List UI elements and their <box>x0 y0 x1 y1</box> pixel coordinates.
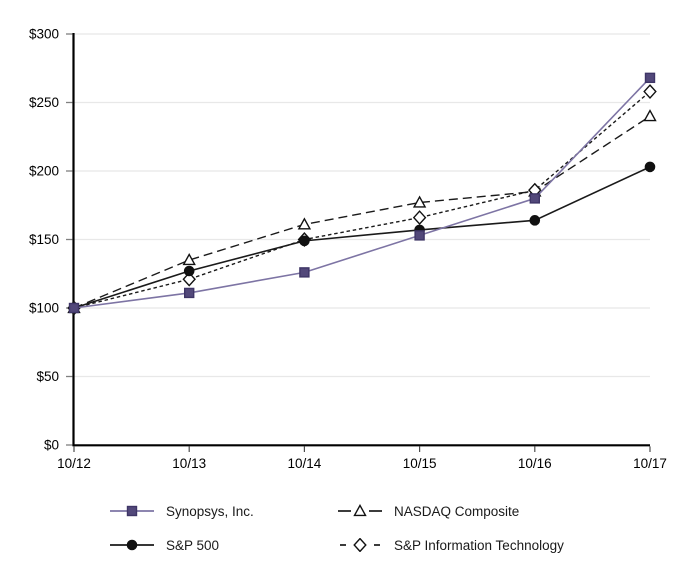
series-marker-synopsys-inc <box>299 267 310 278</box>
legend-item-nasdaq: NASDAQ Composite <box>338 503 519 519</box>
legend-item-sp-info-tech: S&P Information Technology <box>338 537 564 553</box>
series-line-s-p-500 <box>73 166 651 309</box>
series-marker-s-p-500 <box>183 265 195 277</box>
legend-marker-shape <box>353 538 367 552</box>
series-marker-s-p-500 <box>299 235 310 247</box>
series-marker-synopsys-inc <box>183 287 195 299</box>
series-marker-s-p-information-technology <box>643 84 657 99</box>
series-marker-synopsys-inc <box>414 230 425 241</box>
series-line-synopsys-inc <box>73 77 651 309</box>
y-tick-label: $150 <box>29 232 59 247</box>
series-marker-s-p-information-technology <box>182 271 196 287</box>
y-tick-label: $0 <box>44 438 59 453</box>
legend-label-sp-info-tech: S&P Information Technology <box>394 537 564 553</box>
y-tick-label: $50 <box>36 369 59 384</box>
legend-marker-shape <box>126 505 138 517</box>
x-tick-label: 10/16 <box>518 456 552 471</box>
x-tick-label: 10/12 <box>57 456 91 471</box>
series-line-nasdaq-composite <box>73 115 651 309</box>
series-marker-nasdaq-composite <box>182 252 196 266</box>
legend-marker-shape <box>353 504 367 517</box>
series-marker-s-p-500 <box>529 215 541 226</box>
y-tick-label: $300 <box>29 27 59 42</box>
legend-marker-synopsys-icon <box>110 505 154 517</box>
legend-marker-sp500-icon <box>110 539 154 551</box>
chart-legend: Synopsys, Inc. S&P 500 NASDAQ Composite … <box>0 0 682 553</box>
performance-chart-svg: $0 $50 $100 $150 $200 $250 $300 10/12 10/13 10/14… <box>29 27 667 471</box>
series-marker-synopsys-inc <box>529 193 540 204</box>
legend-label-synopsys: Synopsys, Inc. <box>166 503 254 519</box>
series-marker-nasdaq-composite <box>643 109 657 122</box>
legend-marker-nasdaq-icon <box>338 504 382 517</box>
x-tick-label: 10/13 <box>172 456 206 471</box>
x-tick-label: 10/15 <box>403 456 437 471</box>
legend-item-sp500: S&P 500 <box>110 537 219 553</box>
legend-marker-sp-info-tech-icon <box>340 538 380 552</box>
series-marker-synopsys-inc <box>68 302 80 314</box>
series-marker-nasdaq-composite <box>412 195 427 208</box>
legend-label-nasdaq: NASDAQ Composite <box>394 503 520 519</box>
series-line-s-p-information-technology <box>73 91 651 309</box>
y-tick-label: $100 <box>29 301 59 316</box>
series-marker-nasdaq-composite <box>297 217 312 230</box>
legend-marker-shape <box>126 539 138 551</box>
y-tick-label: $200 <box>29 164 59 179</box>
series-marker-s-p-information-technology <box>412 210 427 226</box>
legend-label-sp500: S&P 500 <box>166 537 220 553</box>
series-marker-s-p-500 <box>644 161 656 173</box>
legend-item-synopsys: Synopsys, Inc. <box>110 503 254 519</box>
series-marker-synopsys-inc <box>644 72 656 84</box>
x-tick-label: 10/17 <box>633 456 667 471</box>
y-tick-label: $250 <box>29 95 59 110</box>
x-tick-label: 10/14 <box>288 456 322 471</box>
